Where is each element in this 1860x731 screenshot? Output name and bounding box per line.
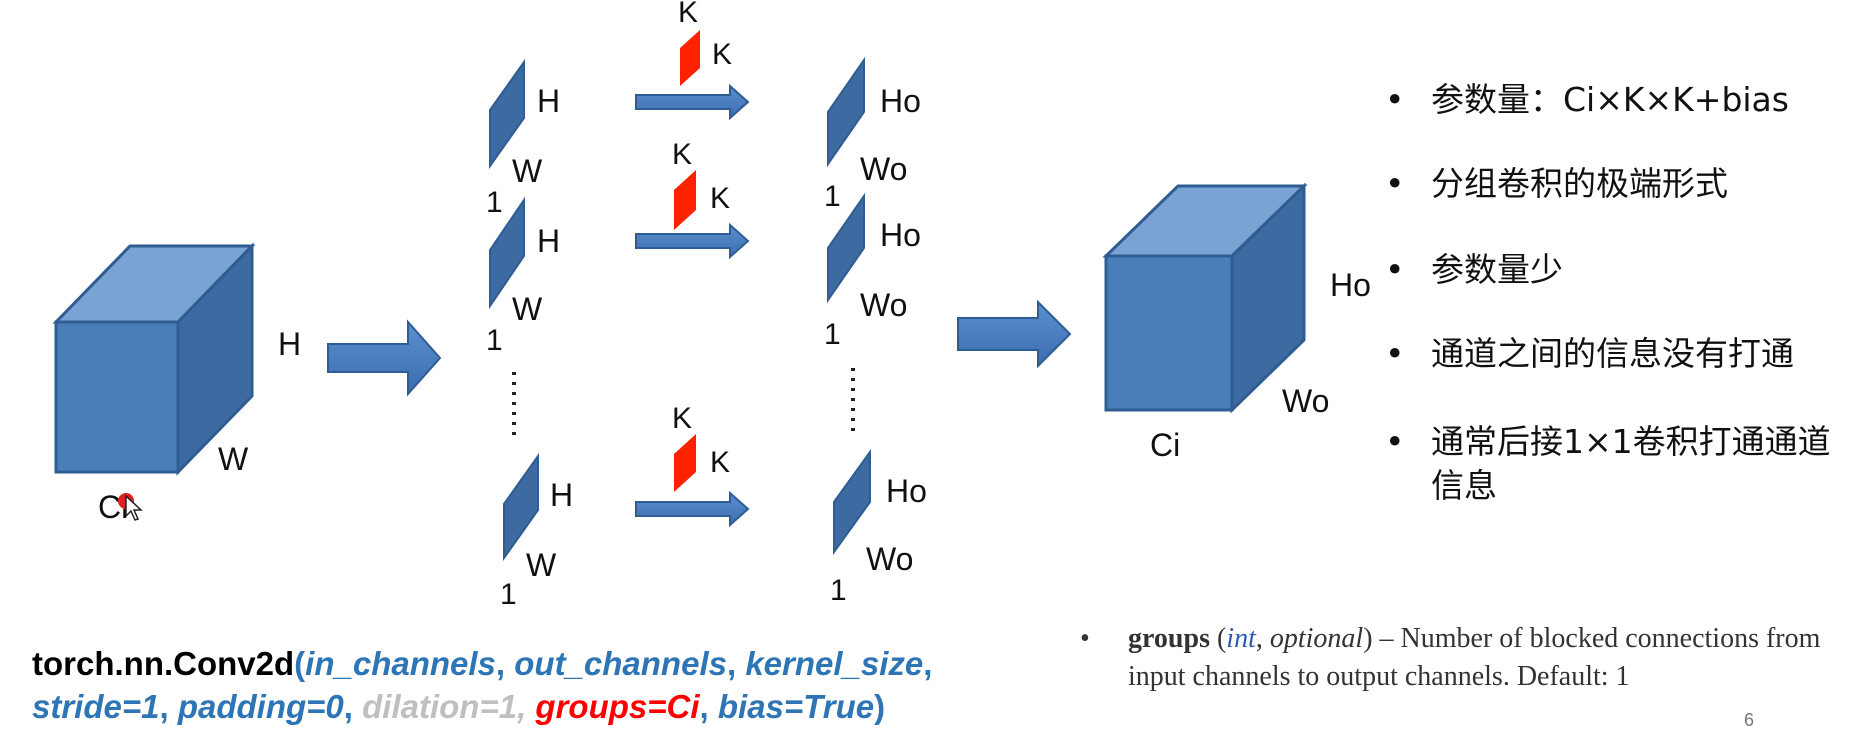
slice-1-h-label: H — [537, 83, 560, 119]
out-2-one-label: 1 — [824, 318, 841, 351]
bullet-dot: • — [1385, 334, 1405, 373]
kernel-3-k-side: K — [710, 446, 730, 479]
doc-param-name: groups — [1128, 623, 1210, 654]
output-w-label: Wo — [1282, 383, 1329, 419]
slice-2-one-label: 1 — [486, 324, 503, 357]
conv-arrow-3 — [635, 490, 750, 528]
merge-arrow — [957, 299, 1072, 369]
bullet-text: 通常后接1×1卷积打通通道信息 — [1431, 422, 1831, 505]
comma: , — [517, 688, 536, 725]
doc-optional: optional — [1269, 623, 1364, 654]
close-paren: ) — [874, 688, 886, 725]
comma: , — [699, 688, 718, 725]
input-cube-front — [54, 320, 180, 474]
slice-3-one-label: 1 — [500, 578, 517, 611]
arg-stride: stride=1 — [32, 688, 160, 725]
input-w-label: W — [218, 441, 249, 477]
bullet-dot: • — [1385, 80, 1405, 119]
bullet-dot: • — [1385, 422, 1405, 461]
bullet-text: 参数量：Ci×K×K+bias — [1431, 80, 1789, 119]
page-number: 6 — [1744, 710, 1755, 730]
doc-bullet: • — [1080, 623, 1090, 654]
kernel-2-k-top: K — [672, 138, 692, 171]
cursor-icon — [118, 493, 143, 521]
bullet-dot: • — [1385, 250, 1405, 289]
arg-padding: padding=0 — [177, 688, 344, 725]
arg-kernel-size: kernel_size — [745, 645, 924, 682]
out-3-h-label: Ho — [886, 473, 927, 509]
out-3-w-label: Wo — [866, 541, 913, 577]
arg-out-channels: out_channels — [514, 645, 727, 682]
output-cube-front — [1104, 254, 1234, 412]
arg-groups: groups=Ci — [535, 688, 700, 725]
out-1-w-label: Wo — [860, 151, 907, 187]
slice-1-one-label: 1 — [486, 186, 503, 219]
comma: , — [726, 645, 746, 682]
arg-in-channels: in_channels — [305, 645, 496, 682]
kernel-1-k-top: K — [678, 0, 698, 29]
slice-3-w-label: W — [526, 547, 557, 583]
input-slice-3 — [503, 452, 539, 562]
slice-row-1: H W 1 K K Ho Wo 1 — [486, 0, 921, 219]
bullet-text: 参数量少 — [1431, 250, 1563, 289]
bullet-text: 通道之间的信息没有打通 — [1431, 334, 1794, 373]
input-cube — [52, 242, 256, 476]
comma: , — [343, 688, 363, 725]
out-2-h-label: Ho — [880, 217, 921, 253]
output-slice-2 — [827, 192, 865, 304]
out-2-w-label: Wo — [860, 287, 907, 323]
function-name: torch.nn.Conv2d — [32, 645, 295, 682]
input-slice-2 — [489, 196, 525, 310]
kernel-3-k-top: K — [672, 402, 692, 435]
kernel-3 — [674, 434, 696, 492]
slice-row-2: H W 1 K K Ho Wo 1 — [486, 138, 921, 357]
open-paren: ( — [294, 645, 306, 682]
split-arrow — [327, 319, 442, 397]
slice-1-w-label: W — [512, 153, 543, 189]
slice-3-h-label: H — [550, 477, 573, 513]
doc-type-link[interactable]: int — [1226, 623, 1256, 654]
conv-arrow-1 — [635, 83, 750, 121]
arg-bias: bias=True — [717, 688, 875, 725]
doc-description: Number of blocked connections from input… — [1128, 623, 1821, 692]
out-3-one-label: 1 — [830, 574, 847, 607]
out-1-one-label: 1 — [824, 180, 841, 213]
output-slice-1 — [827, 56, 865, 168]
conv-arrow-2 — [635, 222, 750, 260]
output-cube — [1102, 182, 1308, 414]
output-h-label: Ho — [1330, 267, 1371, 303]
input-slice-1 — [489, 58, 525, 170]
doc-body: groups (int, optional) – Number of block… — [1128, 623, 1821, 692]
out-1-h-label: Ho — [880, 83, 921, 119]
input-h-label: H — [278, 326, 301, 362]
slice-row-3: H W 1 K K Ho Wo 1 — [500, 402, 927, 611]
conv2d-signature: torch.nn.Conv2d(in_channels, out_channel… — [32, 642, 1072, 728]
bullet-dot: • — [1385, 164, 1405, 203]
arg-dilation: dilation=1 — [362, 688, 518, 725]
bullet-text: 分组卷积的极端形式 — [1431, 164, 1728, 203]
kernel-2-k-side: K — [710, 182, 730, 215]
output-c-label: Ci — [1150, 427, 1180, 463]
kernel-1-k-side: K — [712, 38, 732, 71]
comma: , — [495, 645, 515, 682]
kernel-2 — [674, 170, 696, 230]
slice-2-w-label: W — [512, 291, 543, 327]
output-slice-3 — [833, 448, 871, 556]
slice-2-h-label: H — [537, 223, 560, 259]
comma: , — [923, 645, 933, 682]
kernel-1 — [680, 30, 700, 86]
comma: , — [159, 688, 178, 725]
